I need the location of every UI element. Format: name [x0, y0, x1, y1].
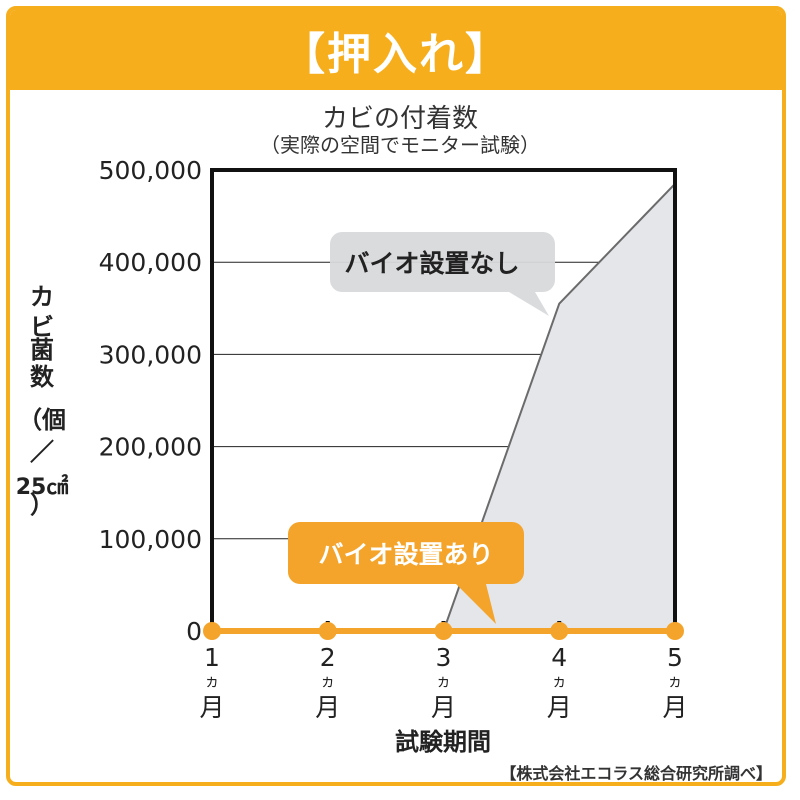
x-tick-month: 月: [431, 693, 456, 722]
y-tick-label: 200,000: [99, 433, 202, 462]
x-tick-number: 5: [667, 643, 683, 672]
y-label-part: 数: [30, 363, 55, 391]
x-tick-month: 月: [199, 693, 224, 722]
label-with-bio: バイオ設置あり: [318, 540, 493, 569]
source-note: 【株式会社エコラス総合研究所調べ】: [500, 764, 772, 783]
point-with-bio: [666, 622, 684, 640]
x-tick-unit: ヵ: [552, 672, 567, 690]
point-with-bio: [203, 622, 221, 640]
y-tick-label: 500,000: [99, 156, 202, 185]
bubble-without-bio: バイオ設置なし: [330, 232, 555, 316]
x-tick-month: 月: [547, 693, 572, 722]
y-label-part: 菌: [30, 336, 54, 364]
x-tick-month: 月: [662, 693, 687, 722]
x-tick-unit: ヵ: [204, 672, 219, 690]
chart-title: カビの付着数: [322, 104, 478, 134]
point-with-bio: [434, 622, 453, 640]
point-with-bio: [318, 622, 337, 640]
y-tick-label: 400,000: [99, 248, 202, 277]
x-tick-unit: ヵ: [667, 672, 682, 690]
y-label-part: （個: [18, 406, 66, 434]
y-tick-label: 0: [186, 617, 202, 646]
y-label-part: ）: [30, 491, 54, 519]
x-tick-number: 1: [204, 643, 220, 672]
x-tick-month: 月: [315, 693, 340, 722]
x-axis-label: 試験期間: [395, 728, 491, 756]
point-with-bio: [550, 622, 569, 640]
x-tick-number: 3: [436, 643, 452, 672]
y-label-part: ／: [30, 438, 54, 466]
x-tick-unit: ヵ: [436, 672, 451, 690]
x-tick-number: 2: [320, 643, 336, 672]
bubble-with-bio: バイオ設置あり: [288, 522, 524, 624]
page-title: 【押入れ】: [281, 29, 511, 80]
points-with-bio: [203, 622, 684, 640]
y-label-part: カ: [30, 283, 54, 311]
x-tick-number: 4: [551, 643, 567, 672]
chart-subtitle: （実際の空間でモニター試験）: [260, 133, 540, 157]
y-tick-label: 300,000: [99, 340, 202, 369]
y-tick-labels: 0 100,000 200,000 300,000 400,000 500,000: [99, 156, 202, 646]
y-tick-label: 100,000: [99, 525, 202, 554]
label-without-bio: バイオ設置なし: [344, 249, 519, 278]
x-tick-unit: ヵ: [320, 672, 335, 690]
y-label-part: ビ: [30, 313, 54, 341]
y-label-part: 25㎠: [16, 474, 69, 500]
header-bar: 【押入れ】: [10, 10, 782, 90]
